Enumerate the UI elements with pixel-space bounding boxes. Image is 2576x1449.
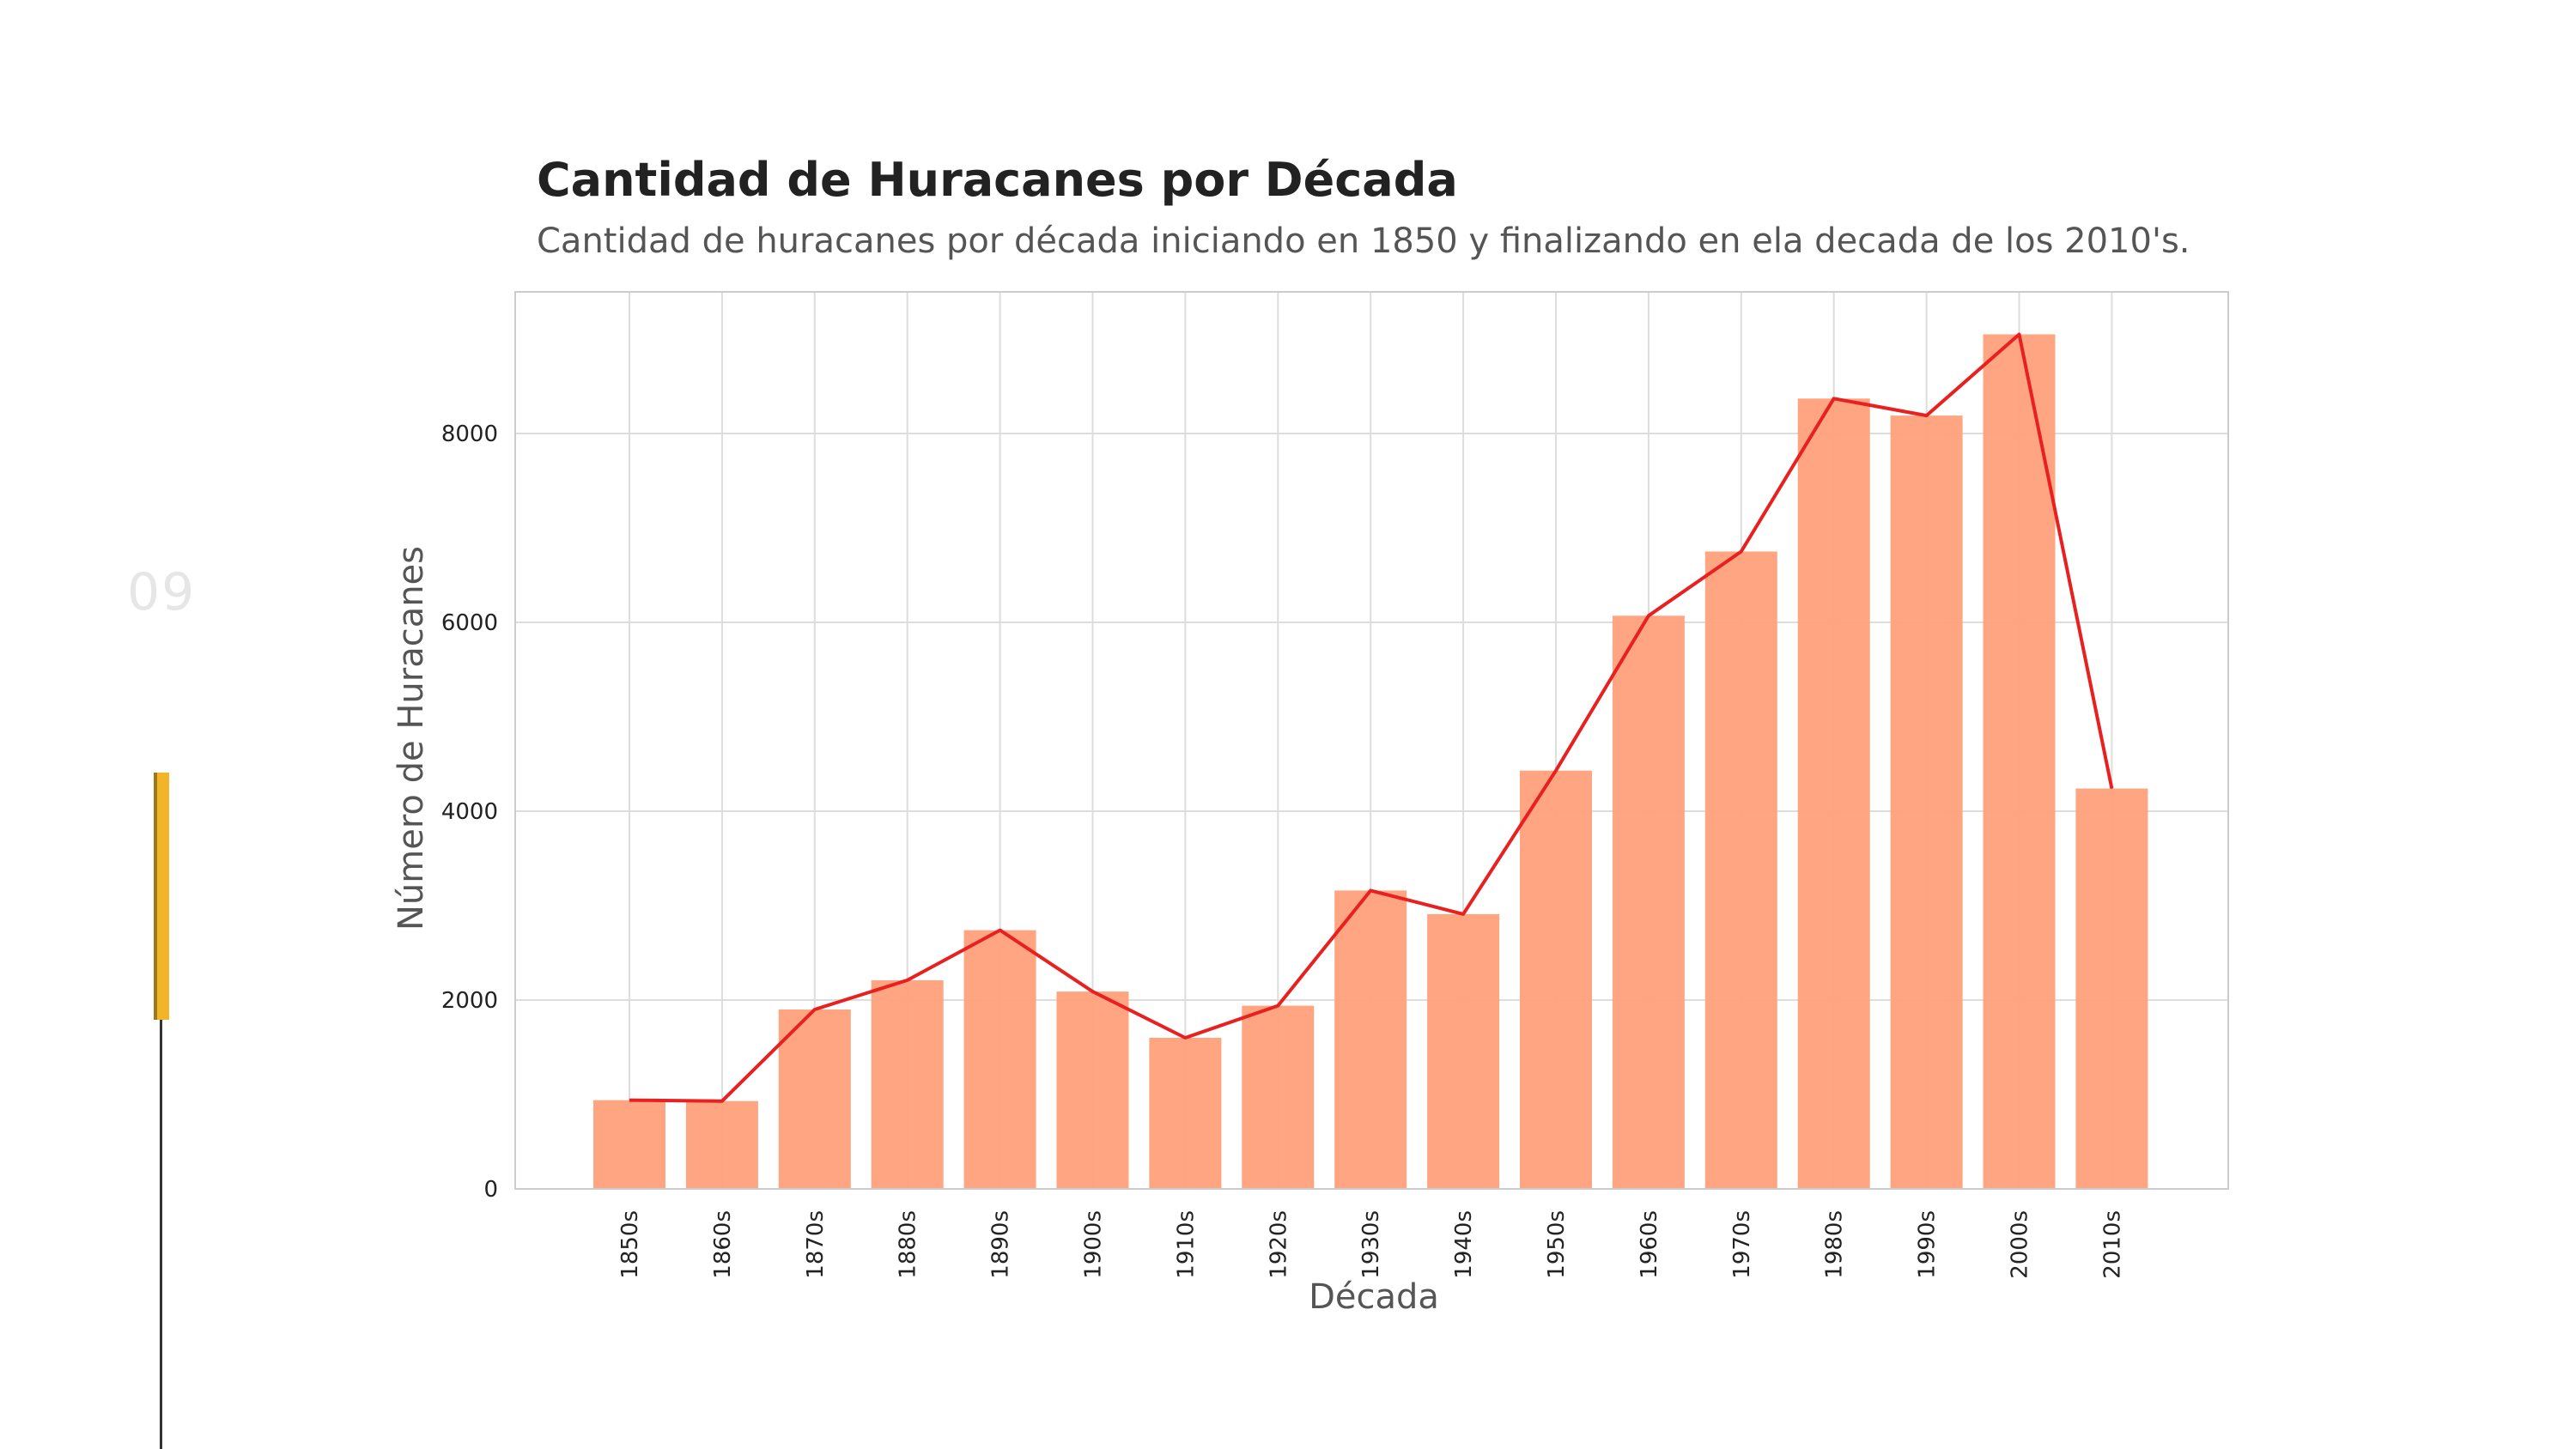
y-tick-label: 4000 <box>441 799 498 825</box>
bar-2000s <box>1983 334 2056 1189</box>
x-tick-label: 1990s <box>1915 1210 1941 1279</box>
bar-1860s <box>685 1100 758 1189</box>
x-tick-label: 1900s <box>1081 1210 1107 1279</box>
x-tick-label: 1850s <box>617 1210 643 1279</box>
bar-1880s <box>871 979 944 1189</box>
x-tick-label: 1950s <box>1544 1210 1570 1279</box>
bar-1930s <box>1334 890 1407 1189</box>
slide-number: 09 <box>127 562 197 622</box>
chart-subtitle: Cantidad de huracanes por década inician… <box>537 221 2190 261</box>
y-tick-label: 0 <box>483 1177 498 1203</box>
bar-1980s <box>1797 398 1870 1189</box>
y-axis-title: Número de Huracanes <box>392 546 431 931</box>
x-tick-label: 1930s <box>1358 1210 1384 1279</box>
bar-1890s <box>963 930 1036 1189</box>
bar-1870s <box>778 1009 851 1189</box>
bar-2010s <box>2075 788 2148 1189</box>
x-tick-label: 1880s <box>896 1210 921 1279</box>
accent-bar <box>154 773 169 1020</box>
x-tick-label: 1890s <box>988 1210 1014 1279</box>
x-tick-label: 1970s <box>1729 1210 1755 1279</box>
plot-border <box>514 291 2229 1190</box>
plot-frame <box>514 291 2229 1190</box>
x-tick-label: 1870s <box>803 1210 829 1279</box>
x-tick-label: 1960s <box>1637 1210 1662 1279</box>
y-ticks: 0 2000 4000 6000 8000 <box>441 421 498 1203</box>
y-tick-label: 6000 <box>441 610 498 636</box>
bar-1920s <box>1242 1005 1315 1189</box>
trend-line <box>629 332 2114 1103</box>
bar-1940s <box>1427 913 1500 1189</box>
bar-1900s <box>1056 991 1129 1189</box>
y-tick-label: 8000 <box>441 421 498 447</box>
accent-line <box>160 1020 162 1449</box>
bar-1850s <box>593 1100 665 1189</box>
x-tick-label: 1910s <box>1173 1210 1199 1279</box>
x-tick-label: 1940s <box>1451 1210 1477 1279</box>
x-ticks: 1850s 1860s 1870s 1880s 1890s 1900s 1910s 1920s… <box>617 1210 2125 1279</box>
x-tick-label: 2000s <box>2008 1210 2033 1279</box>
x-tick-label: 1860s <box>710 1210 736 1279</box>
x-tick-label: 1920s <box>1266 1210 1291 1279</box>
y-tick-label: 2000 <box>441 988 498 1014</box>
bar-1990s <box>1890 415 1963 1190</box>
bar-1960s <box>1612 615 1685 1189</box>
bar-1950s <box>1520 770 1592 1189</box>
x-tick-label: 1980s <box>1822 1210 1848 1279</box>
x-axis-title: Década <box>1309 1277 1439 1317</box>
chart-title: Cantidad de Huracanes por Década <box>537 153 1458 207</box>
x-tick-label: 2010s <box>2099 1210 2125 1279</box>
bars <box>593 334 2148 1190</box>
bar-1970s <box>1704 551 1777 1189</box>
trend-line-series <box>629 332 2114 1103</box>
bar-1910s <box>1149 1038 1222 1189</box>
